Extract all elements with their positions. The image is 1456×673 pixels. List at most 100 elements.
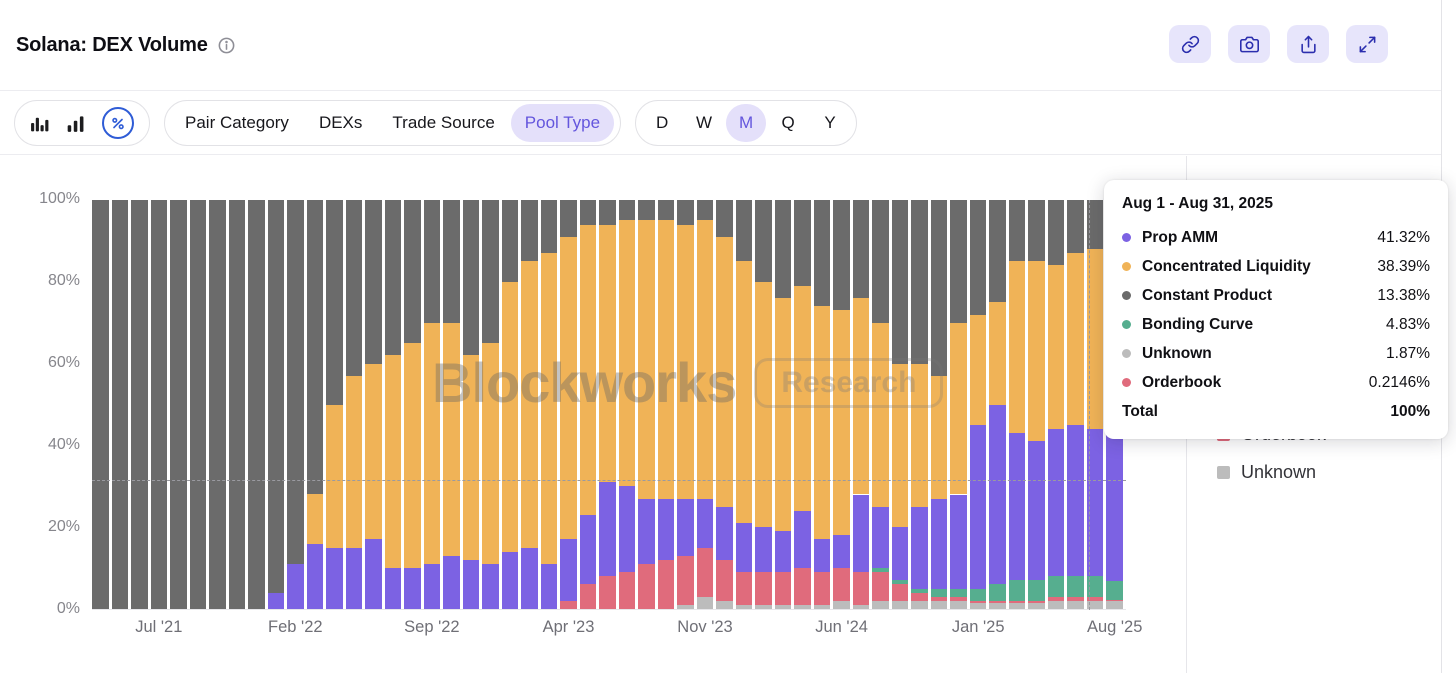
bar-nov-23[interactable] (696, 200, 714, 609)
segment-concentrated-liquidity (579, 224, 597, 515)
bar-apr-21[interactable] (92, 200, 109, 609)
bar-dec-22[interactable] (482, 200, 499, 609)
bar-dec-21[interactable] (248, 200, 265, 609)
bar-nov-24[interactable] (930, 200, 948, 609)
bar-jan-23[interactable] (501, 200, 519, 609)
screenshot-button[interactable] (1228, 25, 1270, 63)
bar-aug-23[interactable] (638, 200, 655, 609)
bar-may-22[interactable] (345, 200, 363, 609)
bar-apr-22[interactable] (326, 200, 343, 609)
segment-concentrated-liquidity (891, 363, 909, 528)
bar-oct-23[interactable] (677, 200, 694, 609)
bar-may-21[interactable] (111, 200, 128, 609)
bar-jun-25[interactable] (1067, 200, 1084, 609)
bar-jan-22[interactable] (267, 200, 285, 609)
filter-tab-dexs[interactable]: DEXs (305, 104, 376, 142)
legend-swatch-icon (1217, 465, 1230, 479)
bar-mar-24[interactable] (774, 200, 792, 609)
segment-constant-product (774, 200, 792, 299)
filter-tab-trade-source[interactable]: Trade Source (378, 104, 508, 142)
bar-dec-24[interactable] (950, 200, 967, 609)
segment-prop-amm (969, 424, 987, 589)
bar-oct-21[interactable] (209, 200, 226, 609)
bar-feb-25[interactable] (989, 200, 1006, 609)
percent-view-icon[interactable] (102, 107, 134, 139)
chart-tooltip: Aug 1 - Aug 31, 2025 Prop AMM 41.32% Conce… (1104, 180, 1448, 439)
bar-apr-25[interactable] (1028, 200, 1045, 609)
tooltip-total-value: 100% (1390, 403, 1430, 420)
stacked-bar-plot[interactable] (92, 200, 1126, 610)
bar-mar-22[interactable] (306, 200, 324, 609)
bar-feb-23[interactable] (521, 200, 538, 609)
bar-sep-21[interactable] (189, 200, 207, 609)
bar-feb-24[interactable] (755, 200, 772, 609)
copy-link-button[interactable] (1169, 25, 1211, 63)
bar-jun-21[interactable] (131, 200, 148, 609)
segment-constant-product (930, 200, 948, 376)
bar-oct-24[interactable] (911, 200, 928, 609)
bar-jun-23[interactable] (599, 200, 616, 609)
bar-jul-21[interactable] (150, 200, 168, 609)
bar-aug-24[interactable] (872, 200, 889, 609)
bar-jul-22[interactable] (384, 200, 402, 609)
title-row: Solana: DEX Volume (16, 34, 236, 57)
bar-may-23[interactable] (579, 200, 597, 609)
segment-constant-product (131, 200, 148, 609)
filter-tab-pool-type[interactable]: Pool Type (510, 104, 615, 142)
bar-jul-24[interactable] (852, 200, 870, 609)
bar-dec-23[interactable] (716, 200, 733, 609)
segment-concentrated-liquidity (716, 236, 733, 507)
timeframe-w[interactable]: W (684, 104, 724, 142)
info-icon[interactable] (217, 36, 236, 55)
timeframe-d[interactable]: D (642, 104, 682, 142)
legend-item-unknown[interactable]: Unknown (1217, 462, 1442, 482)
bar-apr-23[interactable] (560, 200, 577, 609)
bar-mar-25[interactable] (1008, 200, 1026, 609)
bar-jun-22[interactable] (365, 200, 382, 609)
stacked-bar-chart-icon[interactable] (66, 113, 86, 133)
bar-mar-23[interactable] (540, 200, 558, 609)
bar-sep-24[interactable] (891, 200, 909, 609)
bar-jul-23[interactable] (618, 200, 636, 609)
segment-prop-amm (716, 506, 733, 560)
timeframe-y[interactable]: Y (810, 104, 850, 142)
segment-prop-amm (774, 531, 792, 573)
bar-nov-21[interactable] (228, 200, 246, 609)
filter-tab-pair-category[interactable]: Pair Category (171, 104, 303, 142)
segment-concentrated-liquidity (599, 224, 616, 483)
segment-concentrated-liquidity (638, 220, 655, 499)
segment-constant-product (989, 200, 1006, 303)
bar-jan-25[interactable] (969, 200, 987, 609)
segment-orderbook (813, 572, 831, 605)
bar-jul-25[interactable] (1086, 200, 1104, 609)
bar-jun-24[interactable] (833, 200, 850, 609)
export-button[interactable] (1287, 25, 1329, 63)
bar-apr-24[interactable] (794, 200, 811, 609)
page-title: Solana: DEX Volume (16, 33, 208, 56)
bar-aug-21[interactable] (170, 200, 187, 609)
tooltip-series-label: Concentrated Liquidity (1142, 257, 1311, 275)
bar-may-24[interactable] (813, 200, 831, 609)
segment-prop-amm (852, 494, 870, 573)
fullscreen-button[interactable] (1346, 25, 1388, 63)
tooltip-title: Aug 1 - Aug 31, 2025 (1122, 195, 1274, 212)
bar-sep-22[interactable] (423, 200, 441, 609)
timeframe-q[interactable]: Q (768, 104, 808, 142)
segment-prop-amm (345, 547, 363, 609)
header: Solana: DEX Volume (0, 0, 1442, 91)
bar-nov-22[interactable] (462, 200, 480, 609)
bar-sep-23[interactable] (657, 200, 675, 609)
bar-chart-icon[interactable] (30, 113, 50, 133)
bar-may-25[interactable] (1047, 200, 1065, 609)
segment-prop-amm (891, 527, 909, 581)
bar-oct-22[interactable] (443, 200, 460, 609)
segment-unknown (1008, 602, 1026, 609)
segment-prop-amm (1047, 429, 1065, 577)
segment-unknown (833, 600, 850, 609)
bar-aug-22[interactable] (404, 200, 421, 609)
segment-concentrated-liquidity (774, 298, 792, 532)
timeframe-m[interactable]: M (726, 104, 767, 142)
bar-feb-22[interactable] (287, 200, 304, 609)
segment-bonding-curve (872, 568, 889, 573)
bar-jan-24[interactable] (735, 200, 753, 609)
